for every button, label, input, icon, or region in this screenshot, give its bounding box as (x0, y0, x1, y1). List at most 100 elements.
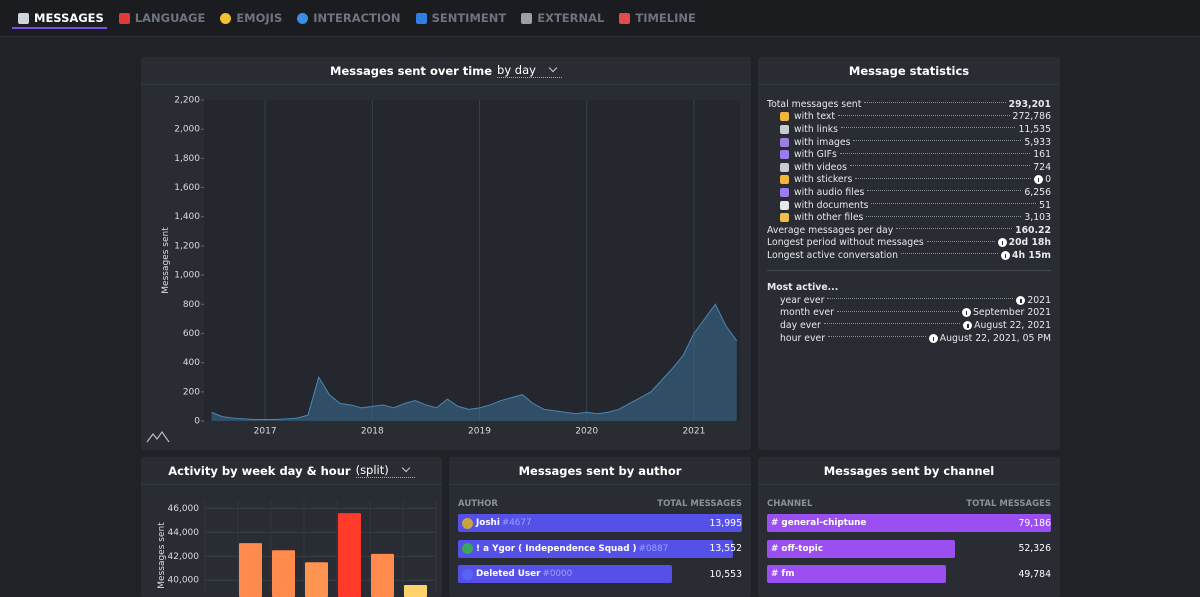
info-icon[interactable] (1016, 295, 1026, 305)
bar (338, 513, 361, 597)
x-tick-label: 2019 (468, 427, 491, 437)
y-tick-label: 42,000 (168, 552, 200, 562)
stat-row: month ever September 2021 (767, 307, 1051, 320)
tag: #4677 (501, 518, 532, 528)
info-icon[interactable] (1034, 175, 1044, 185)
info-icon[interactable] (928, 333, 938, 343)
stat-value: 5,933 (1024, 136, 1051, 148)
stat-value: August 22, 2021 (974, 319, 1051, 331)
tab-label: TIMELINE (635, 11, 696, 25)
stat-row: Total messages sent 293,201 (767, 98, 1051, 111)
panel-title: Messages sent over time by day (141, 57, 751, 85)
value-label: 13,995 (709, 517, 742, 529)
bar-row[interactable]: # fm (767, 565, 946, 583)
stat-label: with audio files (794, 186, 865, 198)
leader (849, 165, 1031, 167)
tab-label: MESSAGES (34, 11, 104, 25)
column-header: TOTAL MESSAGES (657, 499, 742, 509)
name: # fm (771, 569, 795, 579)
leader (867, 190, 1022, 192)
y-tick-label: 40,000 (168, 576, 200, 586)
section-title: Most active... (767, 281, 839, 293)
stat-icon (780, 150, 789, 160)
nav-tab[interactable]: INTERACTION (297, 0, 401, 37)
title: Messages sent over time (330, 63, 493, 78)
leader (828, 336, 926, 338)
tab-label: LANGUAGE (134, 11, 206, 25)
leader (836, 310, 959, 312)
authors-panel: Messages sent by author AUTHOR TOTAL MESS… (449, 457, 751, 597)
stat-row: Longest active conversation 4h 15m (767, 249, 1051, 262)
column-header: TOTAL MESSAGES (966, 499, 1051, 509)
nav-tab[interactable]: TIMELINE (619, 0, 696, 37)
nav-tab[interactable]: SENTIMENT (415, 0, 507, 37)
leader (864, 102, 1006, 104)
stat-icon (780, 112, 789, 122)
period-select[interactable]: by day (497, 63, 562, 78)
tab-label: SENTIMENT (431, 11, 507, 25)
stat-label: Total messages sent (767, 98, 862, 110)
info-icon[interactable] (963, 320, 973, 330)
stat-row: Average messages per day 160.22 (767, 224, 1051, 237)
info-icon[interactable] (961, 308, 971, 318)
bar (371, 553, 394, 597)
y-axis-label: Messages sent (157, 522, 167, 589)
info-icon[interactable] (997, 238, 1007, 248)
bar-row[interactable]: # off-topic (767, 539, 955, 558)
y-tick-label: 1,000 (174, 271, 200, 281)
stat-row: year ever 2021 (767, 294, 1051, 307)
tab-label: INTERACTION (313, 11, 401, 25)
tag: #0000 (542, 569, 573, 579)
y-tick-label: 1,400 (174, 212, 200, 222)
info-icon[interactable] (1001, 250, 1011, 260)
panel-title: Messages sent by channel (758, 457, 1060, 485)
stat-label: Longest period without messages (767, 237, 924, 249)
stat-label: hour ever (780, 332, 826, 344)
tab-icon (220, 12, 232, 24)
stat-row: day ever August 22, 2021 (767, 319, 1051, 332)
nav-tab[interactable]: EMOJIS (220, 0, 282, 37)
bar-row[interactable]: # general-chiptune (767, 514, 1051, 532)
bar-row[interactable]: Joshi #4677 (458, 514, 742, 532)
panel-title: Activity by week day & hour (split) (141, 457, 442, 485)
stat-row: with images 5,933 (767, 136, 1051, 149)
stat-label: Average messages per day (767, 224, 894, 236)
y-tick-label: 2,000 (174, 125, 200, 135)
leader (866, 215, 1022, 217)
tab-icon (415, 12, 427, 24)
activity-panel: Activity by week day & hour (split) 40,00… (141, 457, 442, 597)
stat-label: with other files (794, 212, 864, 224)
stat-label: month ever (780, 307, 834, 319)
mode-select[interactable]: (split) (355, 463, 415, 478)
y-tick-label: 800 (183, 300, 200, 310)
stat-icon (780, 213, 789, 223)
y-axis-label: Messages sent (161, 227, 171, 294)
bar-row[interactable]: Deleted User #0000 (458, 565, 673, 583)
tab-icon (118, 12, 130, 24)
stat-icon (780, 200, 789, 210)
tag: #0887 (638, 543, 669, 554)
stat-value: 160.22 (1015, 224, 1051, 236)
column-header: AUTHOR (458, 499, 498, 509)
stat-value: 11,535 (1018, 123, 1051, 135)
stat-label: with stickers (794, 174, 853, 186)
area (211, 304, 737, 421)
nav-tab[interactable]: LANGUAGE (118, 0, 206, 37)
stat-label: with documents (794, 199, 869, 211)
nav-tab[interactable]: MESSAGES (12, 0, 107, 37)
stat-value: 51 (1039, 199, 1051, 211)
stat-value: 2021 (1027, 294, 1051, 306)
bar-row[interactable]: ! a Ygor ( Independence Squad ) #0887 (458, 539, 733, 558)
leader (838, 114, 1010, 116)
y-tick-label: 1,600 (174, 183, 200, 193)
tab-icon (521, 12, 533, 24)
stat-row: with other files 3,103 (767, 211, 1051, 224)
y-tick-label: 1,200 (174, 241, 200, 251)
x-tick-label: 2018 (361, 427, 384, 437)
divider (767, 270, 1051, 271)
nav-bar: MESSAGES LANGUAGE EMOJIS INTERACTION SENTIME… (0, 0, 1200, 37)
value-label: 49,784 (1018, 568, 1051, 580)
nav-tab[interactable]: EXTERNAL (521, 0, 604, 37)
leader (823, 323, 961, 325)
